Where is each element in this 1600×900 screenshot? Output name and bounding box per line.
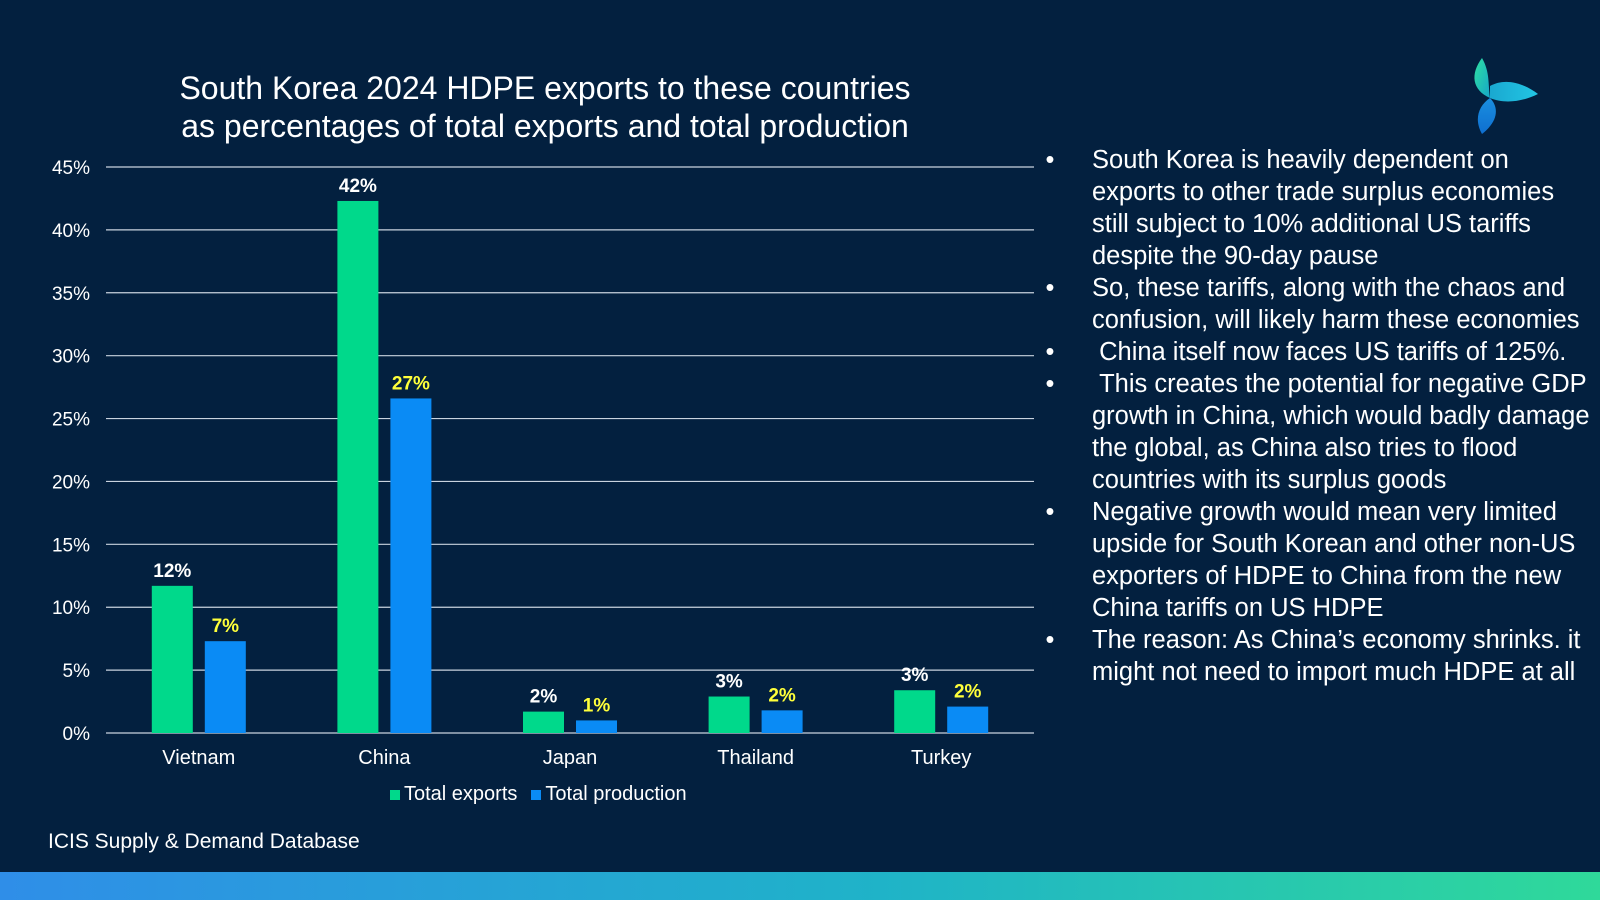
bar-china-production [390,398,432,733]
bullet-text: The reason: As China’s economy shrinks. … [1092,626,1581,686]
y-tick-label: 5% [63,661,91,682]
bar-thailand-exports [708,696,750,733]
y-tick-label: 25% [52,410,90,431]
bullet-dot: • [1045,370,1055,398]
x-tick-label: Turkey [911,747,971,769]
chart-legend: Total exports Total production [390,783,687,806]
icis-tri-leaf-logo-icon [1460,56,1540,141]
bullet-item: • South Korea is heavily dependent on exp… [1040,144,1592,272]
bullet-text: This creates the potential for negative … [1092,370,1597,494]
x-tick-label: Vietnam [162,747,235,769]
bar-turkey-production [947,706,989,733]
bullet-text: Negative growth would mean very limited … [1092,498,1576,622]
y-tick-label: 10% [52,598,90,619]
bullet-dot: • [1045,498,1055,526]
bullet-list: • South Korea is heavily dependent on exp… [1040,144,1592,688]
chart-title-line-1: South Korea 2024 HDPE exports to these c… [179,70,911,106]
bar-chart: 0% 5% 10% 15% 20% 25% 30% 35% 40% 45% 12% 7% 42% 27%… [52,158,1034,769]
legend-swatch-exports [390,789,400,800]
bottom-gradient-bar [0,872,1600,900]
y-tick-label: 35% [52,284,90,305]
x-tick-label: Japan [543,747,598,769]
bar-thailand-production [761,710,803,733]
legend-label-exports: Total exports [404,783,518,805]
data-label: 2% [768,685,796,706]
legend-label-production: Total production [545,783,687,805]
bullet-item: • The reason: As China’s economy shrinks.… [1040,624,1592,688]
data-label: 27% [392,373,430,394]
data-label: 3% [715,672,743,693]
bar-china-exports [337,200,379,733]
y-tick-label: 20% [52,472,90,493]
data-label: 42% [339,176,377,197]
data-label: 7% [212,616,240,637]
bullet-item: • China itself now faces US tariffs of 1… [1040,336,1592,368]
bullet-dot: • [1045,274,1055,302]
legend-swatch-production [531,789,542,800]
bullet-text: So, these tariffs, along with the chaos … [1092,274,1580,334]
y-axis-tick-labels: 0% 5% 10% 15% 20% 25% 30% 35% 40% 45% [52,158,90,745]
legend-item-total-production: Total production [531,783,687,806]
legend-item-total-exports: Total exports [390,783,517,806]
data-label: 1% [583,695,611,716]
y-tick-label: 40% [52,221,90,242]
data-label: 12% [153,561,191,582]
bullet-dot: • [1045,338,1055,366]
bar-vietnam-exports [151,585,193,733]
bar-data-labels: 12% 7% 42% 27% 2% 1% 3% 2% 3% 2% [153,176,981,716]
bullet-item: • So, these tariffs, along with the chaos… [1040,272,1592,336]
bar-japan-production [576,720,617,733]
y-tick-label: 15% [52,535,90,556]
y-tick-label: 30% [52,347,90,368]
bar-japan-exports [523,711,564,733]
data-label: 2% [954,682,982,703]
bullet-text: China itself now faces US tariffs of 125… [1092,338,1567,366]
data-label: 3% [901,665,929,686]
y-tick-label: 45% [52,158,90,179]
source-note: ICIS Supply & Demand Database [48,830,360,853]
chart-gridlines [106,166,1034,734]
x-axis-tick-labels: Vietnam China Japan Thailand Turkey [162,747,971,769]
bullet-dot: • [1045,146,1055,174]
chart-title-line-2: as percentages of total exports and tota… [181,108,909,144]
data-label: 2% [530,687,558,708]
bar-vietnam-production [204,641,246,733]
chart-bars [151,200,989,733]
y-tick-label: 0% [63,724,91,745]
bullet-item: • This creates the potential for negativ… [1040,368,1592,496]
x-tick-label: China [358,747,411,769]
x-tick-label: Thailand [717,747,794,769]
bullet-item: • Negative growth would mean very limited… [1040,496,1592,624]
bullet-dot: • [1045,626,1055,654]
bullet-text: South Korea is heavily dependent on expo… [1092,146,1555,270]
bar-turkey-exports [894,690,936,733]
